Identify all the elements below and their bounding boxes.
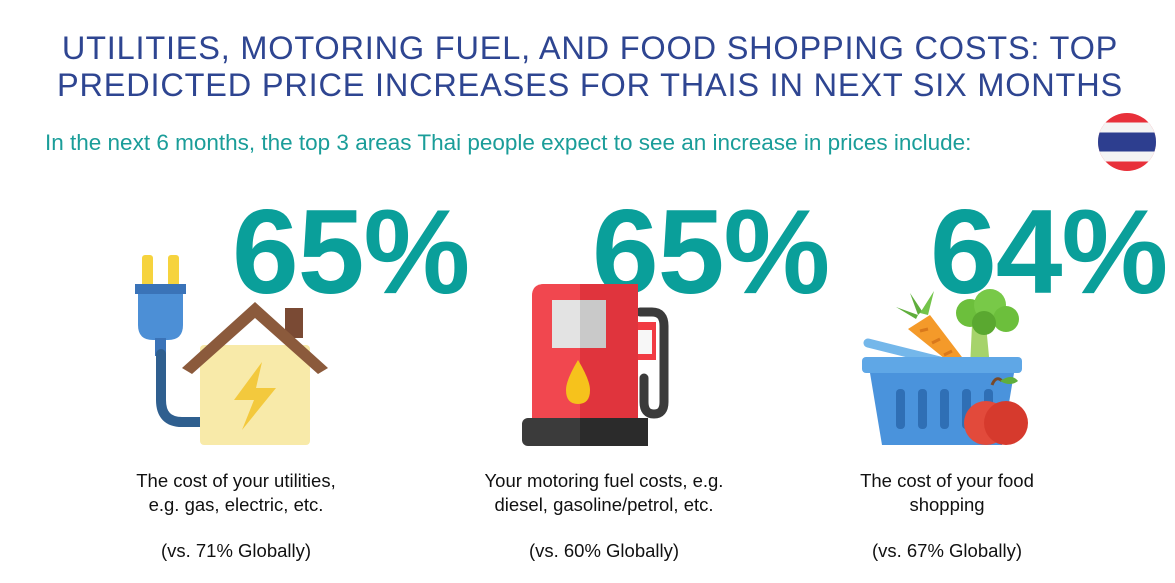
fuel-comparison: (vs. 60% Globally) [528, 540, 680, 561]
food-caption-line-2: shopping [909, 494, 985, 515]
food-percent: 64% [930, 185, 1168, 319]
subtitle: In the next 6 months, the top 3 areas Th… [45, 130, 972, 155]
page-title: UTILITIES, MOTORING FUEL, AND FOOD SHOPP… [20, 30, 1160, 104]
utilities-comparison: (vs. 71% Globally) [160, 540, 312, 561]
food-caption-line-1: The cost of your food [860, 470, 1034, 491]
thailand-flag-icon [1098, 113, 1156, 171]
title-line-1: UTILITIES, MOTORING FUEL, AND FOOD SHOPP… [61, 30, 1119, 66]
plug-house-icon [135, 255, 328, 445]
utilities-caption-line-2: e.g. gas, electric, etc. [148, 494, 324, 515]
grocery-basket-icon [862, 289, 1028, 445]
fuel-caption-line-2: diesel, gasoline/petrol, etc. [494, 494, 714, 515]
fuel-caption: Your motoring fuel costs, e.g. diesel, g… [454, 469, 754, 517]
utilities-caption: The cost of your utilities, e.g. gas, el… [86, 469, 386, 517]
title-line-2: PREDICTED PRICE INCREASES FOR THAIS IN N… [57, 67, 1123, 103]
fuel-caption-line-1: Your motoring fuel costs, e.g. [484, 470, 724, 491]
fuel-pump-icon [522, 284, 669, 446]
food-comparison: (vs. 67% Globally) [871, 540, 1023, 561]
food-caption: The cost of your food shopping [797, 469, 1097, 517]
utilities-caption-line-1: The cost of your utilities, [136, 470, 336, 491]
utilities-percent: 65% [232, 185, 470, 319]
